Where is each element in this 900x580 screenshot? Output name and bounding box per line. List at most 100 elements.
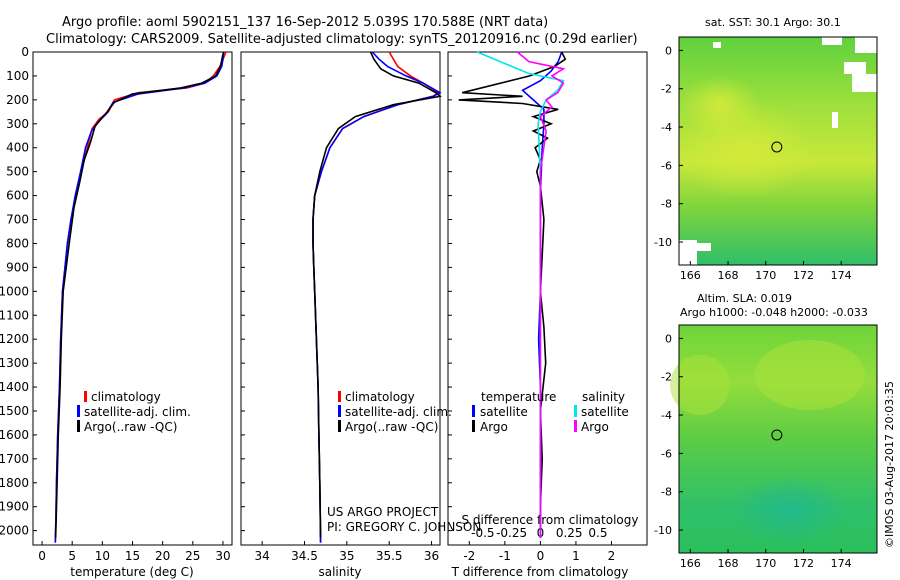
map-lon-label: 168 (718, 269, 739, 282)
depth-tick-label: 500 (6, 165, 29, 179)
legend-label-temp-satellite: satellite (480, 405, 528, 419)
legend-swatch-argo (77, 420, 80, 432)
figure-title-line1: Argo profile: aoml 5902151_137 16-Sep-20… (62, 15, 548, 30)
imos-footer: ©IMOS 03-Aug-2017 20:03:35 (883, 381, 896, 548)
temperature-x-axis: 0 5 10 15 20 25 30 (38, 541, 231, 563)
x-tick-label: 35 (339, 549, 354, 563)
x-tick-label: 36 (424, 549, 439, 563)
map-lat-label: -4 (661, 121, 672, 134)
x-tick-label: 0 (38, 549, 46, 563)
series-line-climatology (54, 51, 227, 543)
sla-map-low-patch (730, 475, 850, 545)
x-tick-label: 1 (572, 549, 580, 563)
x-tick-label-salinity: 0.25 (556, 526, 583, 540)
depth-tick-label: 800 (6, 236, 29, 250)
legend-label-temp-argo: Argo (480, 420, 508, 434)
salinity-x-axis: 34 34.5 35 35.5 36 (255, 541, 439, 563)
sst-map-cloud-mask (844, 62, 866, 74)
salinity-legend: climatology satellite-adj. clim. Argo(..… (338, 390, 452, 434)
x-tick-label: 34 (255, 549, 270, 563)
map-lon-label: 166 (680, 269, 701, 282)
difference-series-group (458, 51, 567, 538)
map-lat-label: -10 (654, 524, 672, 537)
legend-label-climatology: climatology (345, 390, 415, 404)
sst-map-cloud-mask (713, 42, 721, 48)
sst-map-warm-patch (680, 75, 760, 135)
legend-title-temperature: temperature (481, 390, 556, 404)
series-line-argoraw (54, 51, 225, 538)
map-lon-label: 172 (793, 269, 814, 282)
series-line-salinity-argo (516, 51, 566, 538)
map-lat-label: -6 (661, 447, 672, 460)
depth-tick-label: 600 (6, 189, 29, 203)
argo-position-marker (771, 141, 783, 153)
depth-tick-label: 700 (6, 213, 29, 227)
x-tick-label: 35.5 (376, 549, 403, 563)
map-lon-label: 166 (680, 557, 701, 570)
map-lat-label: -8 (661, 198, 672, 211)
legend-label-satellite-adj: satellite-adj. clim. (84, 405, 191, 419)
x-tick-label: 34.5 (291, 549, 318, 563)
legend-label-argo: Argo(..raw -QC) (84, 420, 177, 434)
map-lon-label: 174 (831, 557, 852, 570)
sla-map-title-line2: Argo h1000: -0.048 h2000: -0.033 (680, 306, 868, 319)
sla-map-axes: 166 168 170 172 174 0 -2 -4 -6 -8 -10 (654, 332, 852, 570)
difference-legend-temperature: temperature satellite Argo (472, 390, 556, 434)
map-lat-label: -6 (661, 159, 672, 172)
x-tick-label-salinity: -0.25 (496, 526, 527, 540)
project-label: US ARGO PROJECT (327, 505, 439, 519)
depth-tick-label: 1400 (0, 380, 29, 394)
map-lon-label: 172 (793, 557, 814, 570)
x-tick-label: -2 (463, 549, 475, 563)
depth-tick-label: 100 (6, 69, 29, 83)
sst-map-axes: 166 168 170 172 174 0 -2 -4 -6 -8 -10 (654, 44, 852, 282)
sla-map (670, 324, 878, 554)
map-lon-label: 170 (755, 269, 776, 282)
series-line-climatology (312, 51, 440, 543)
legend-swatch-satellite-adj (338, 405, 341, 417)
x-tick-label: 2 (608, 549, 616, 563)
legend-swatch-argo (338, 420, 341, 432)
depth-tick-label: 1900 (0, 500, 29, 514)
legend-swatch-climatology (84, 391, 87, 402)
legend-label-sal-argo: Argo (581, 420, 609, 434)
map-lat-label: -4 (661, 409, 672, 422)
sst-map (675, 36, 878, 266)
sst-map-cloud-mask (852, 74, 877, 92)
series-line-satelliteadj (312, 51, 442, 543)
depth-tick-label: 1800 (0, 476, 29, 490)
legend-swatch-satellite-adj (77, 405, 80, 417)
sst-map-cloud-mask (822, 37, 842, 45)
sst-map-cloud-mask (855, 37, 877, 53)
x-tick-label: 20 (155, 549, 170, 563)
map-lon-label: 170 (755, 557, 776, 570)
legend-swatch-sal-argo (574, 420, 577, 432)
x-tick-label-salinity: -0.5 (471, 526, 494, 540)
sla-map-high-patch (670, 355, 730, 415)
depth-tick-label: 0 (21, 45, 29, 59)
legend-title-salinity: salinity (582, 390, 625, 404)
x-tick-label-salinity: 0.5 (588, 526, 607, 540)
depth-tick-label: 200 (6, 93, 29, 107)
depth-tick-label: 1700 (0, 452, 29, 466)
x-tick-label: -1 (499, 549, 511, 563)
difference-x-axis-salinity: -0.5 -0.25 0 0.25 0.5 (471, 526, 607, 540)
sst-map-title: sat. SST: 30.1 Argo: 30.1 (705, 16, 841, 29)
salinity-axis-label: salinity (318, 565, 361, 579)
pi-label: PI: GREGORY C. JOHNSON (327, 520, 481, 534)
legend-label-argo: Argo(..raw -QC) (345, 420, 438, 434)
sst-map-cloud-mask (832, 112, 838, 128)
temperature-series-group (54, 51, 227, 543)
depth-tick-label: 1600 (0, 428, 29, 442)
x-tick-label: 30 (215, 549, 230, 563)
x-tick-label: 10 (95, 549, 110, 563)
series-line-argoraw (312, 51, 442, 538)
legend-swatch-temp-argo (472, 420, 475, 432)
difference-x-axis-temperature: -2 -1 0 1 2 (463, 541, 615, 563)
legend-label-climatology: climatology (91, 390, 161, 404)
series-line-satelliteadj (54, 51, 225, 543)
sla-map-high-patch (755, 340, 865, 410)
depth-tick-label: 2000 (0, 524, 29, 538)
difference-legend-salinity: salinity satellite Argo (574, 390, 629, 434)
